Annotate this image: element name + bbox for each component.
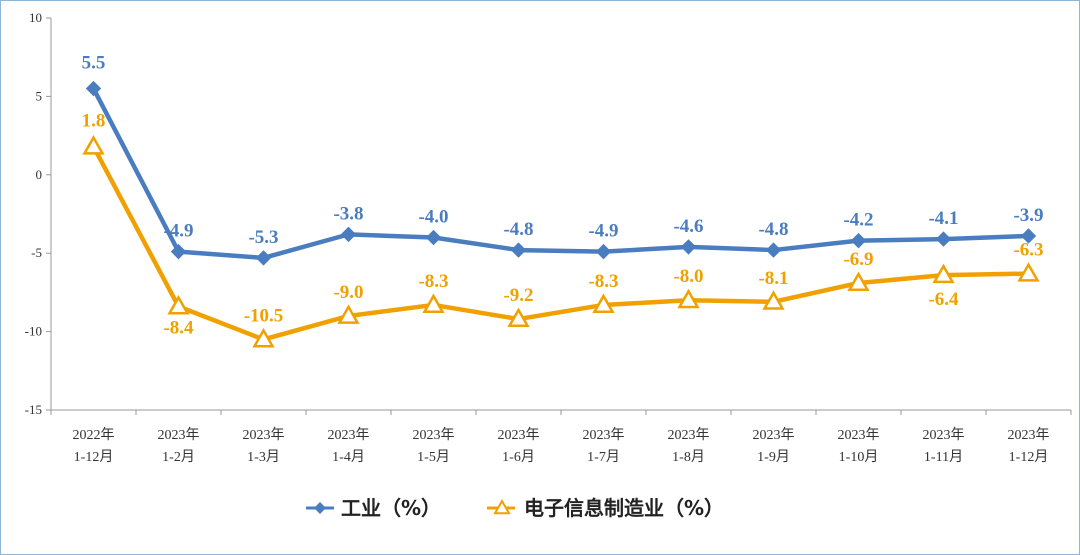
x-tick-label-year: 2023年 [838, 427, 880, 443]
industry-series-data-label: -5.3 [248, 227, 278, 248]
industry-series-data-label: -4.8 [503, 219, 533, 240]
electronics-series-data-label: -10.5 [244, 305, 284, 326]
y-tick-label: 5 [36, 88, 43, 103]
industry-series-point-2 [255, 250, 272, 266]
industry-series-line [91, 86, 1031, 261]
legend-electronics: 电子信息制造业（%） [487, 496, 724, 520]
electronics-series-data-label: -6.3 [1013, 240, 1043, 261]
x-tick-label-year: 2023年 [413, 427, 455, 443]
electronics-series-data-label: 1.8 [82, 111, 106, 132]
y-tick-label: -10 [25, 324, 42, 339]
electronics-series-data-label: -8.4 [163, 318, 194, 339]
x-tick-label-year: 2023年 [158, 427, 200, 443]
x-tick-label-period: 1-5月 [417, 449, 450, 465]
electronics-series-point-9 [847, 271, 870, 291]
industry-series-point-4 [425, 229, 442, 246]
industry-series-point-10 [935, 231, 952, 247]
data-labels: 5.5 -4.9 -5.3 -3.8 -4.0 -4.8 -4.9 -4.6 -4.8 -4.2 -… [82, 53, 1044, 339]
electronics-series-point-8 [762, 290, 785, 310]
series-layer [82, 80, 1040, 348]
x-tick-label-period: 1-12月 [74, 449, 114, 465]
x-tick-label-period: 1-9月 [757, 449, 790, 465]
x-tick-label-year: 2023年 [328, 427, 370, 443]
industry-series-data-label: -4.8 [758, 219, 788, 240]
electronics-series-point-10 [932, 263, 955, 284]
x-tick-label-period: 1-3月 [247, 449, 280, 465]
axes: 10 5 0 -5 -10 -15 2022年 1-12月 2023年 1-2月 2023年 1-3月… [25, 10, 1072, 465]
industry-series-data-label: -4.1 [928, 208, 958, 229]
electronics-series-point-6 [592, 293, 615, 313]
industry-series-data-label: -4.9 [163, 221, 193, 242]
legend-electronics-label: 电子信息制造业（%） [524, 496, 724, 520]
electronics-series-point-3 [337, 304, 360, 324]
legend-industry-label: 工业（%） [341, 496, 441, 520]
x-tick-label-period: 1-4月 [332, 449, 365, 465]
electronics-series-point-4 [422, 293, 445, 313]
triangle-icon [493, 498, 511, 515]
electronics-series-point-2 [252, 327, 275, 348]
industry-series-point-9 [850, 232, 867, 249]
x-tick-label-year: 2023年 [923, 427, 965, 443]
legend: 工业（%） 电子信息制造业（%） [306, 496, 724, 520]
x-tick-label-year: 2022年 [73, 427, 115, 443]
x-tick-label-year: 2023年 [753, 427, 795, 443]
industry-series-data-label: -4.9 [588, 221, 618, 242]
x-tick-label-year: 2023年 [583, 427, 625, 443]
industry-series-point-5 [510, 242, 527, 258]
x-tick-label-period: 1-11月 [924, 449, 963, 465]
electronics-series-data-label: -8.0 [673, 266, 703, 287]
electronics-series-data-label: -6.4 [928, 289, 959, 310]
electronics-series-point-5 [507, 307, 530, 328]
industry-series-point-0 [85, 80, 102, 97]
industry-series-point-1 [170, 243, 187, 260]
electronics-series-data-label: -8.3 [418, 271, 448, 292]
x-tick-label-period: 1-6月 [502, 449, 535, 465]
electronics-series [82, 135, 1040, 348]
industry-series-data-label: -4.6 [673, 216, 703, 237]
x-tick-label-period: 1-8月 [672, 449, 705, 465]
industry-series-point-11 [1020, 228, 1037, 244]
industry-series-point-6 [595, 243, 612, 260]
electronics-series-data-label: -8.3 [588, 271, 618, 292]
industry-series-data-label: -4.2 [843, 210, 873, 231]
industry-series-data-label: -4.0 [418, 207, 448, 228]
electronics-series-point-7 [677, 288, 700, 309]
y-tick-label: 0 [36, 167, 43, 182]
x-tick-label-year: 2023年 [1008, 427, 1050, 443]
electronics-series-point-11 [1017, 262, 1040, 282]
electronics-series-data-label: -9.2 [503, 285, 533, 306]
electronics-series-point-0 [82, 135, 105, 155]
diamond-icon [314, 502, 326, 514]
x-tick-label-year: 2023年 [243, 427, 285, 443]
x-tick-label-period: 1-10月 [839, 449, 879, 465]
electronics-series-line [91, 144, 1031, 342]
electronics-series-data-label: -6.9 [843, 249, 873, 270]
legend-industry: 工业（%） [306, 496, 441, 520]
industry-series-point-8 [765, 242, 782, 258]
industry-series-data-label: -3.8 [333, 203, 363, 224]
y-tick-label: -15 [25, 402, 42, 417]
y-tick-label: -5 [31, 245, 42, 260]
x-tick-label-period: 1-12月 [1009, 449, 1049, 465]
electronics-series-point-1 [167, 294, 190, 315]
x-tick-label-year: 2023年 [668, 427, 710, 443]
industry-series-point-3 [340, 226, 357, 243]
x-tick-label-period: 1-2月 [162, 449, 195, 465]
industry-series-point-7 [680, 239, 697, 255]
x-tick-label-period: 1-7月 [587, 449, 620, 465]
industry-series [85, 80, 1037, 266]
electronics-series-data-label: -9.0 [333, 282, 363, 303]
y-tick-label: 10 [29, 10, 42, 25]
industry-series-data-label: -3.9 [1013, 205, 1043, 226]
industry-series-data-label: 5.5 [82, 53, 106, 74]
electronics-series-data-label: -8.1 [758, 268, 788, 289]
x-tick-label-year: 2023年 [498, 427, 540, 443]
